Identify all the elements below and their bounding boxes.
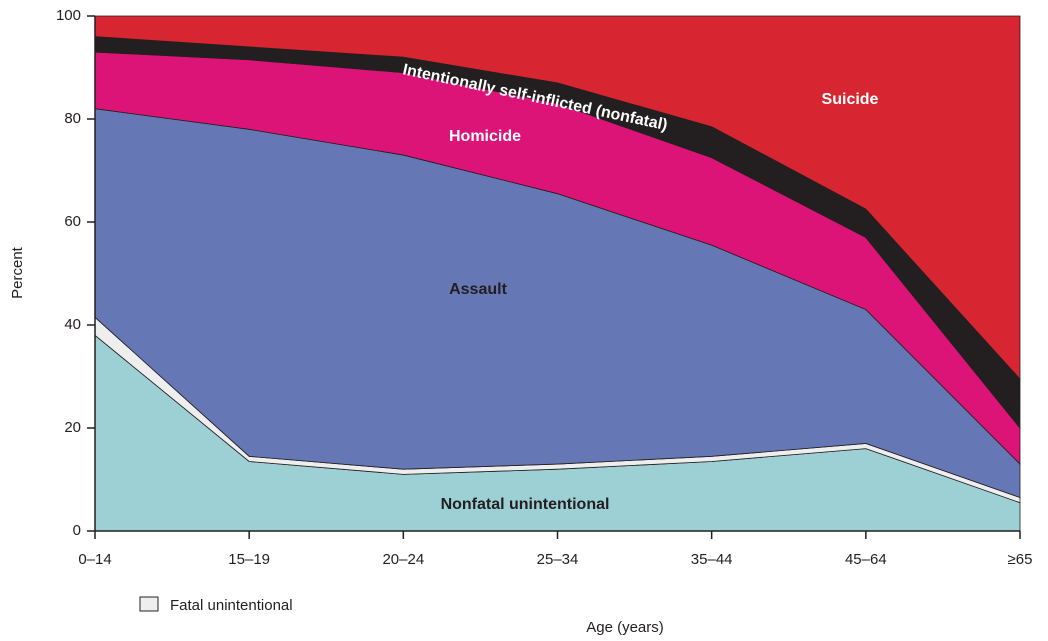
x-tick-label: 0–14 bbox=[78, 551, 111, 568]
x-tick-label: 35–44 bbox=[691, 551, 733, 568]
x-tick-label: 15–19 bbox=[228, 551, 270, 568]
y-tick-label: 80 bbox=[64, 110, 81, 127]
y-axis-label: Percent bbox=[9, 246, 26, 299]
x-tick-label: ≥65 bbox=[1008, 551, 1033, 568]
x-tick-label: 25–34 bbox=[537, 551, 579, 568]
y-tick-label: 20 bbox=[64, 419, 81, 436]
area-label: Assault bbox=[449, 281, 507, 298]
area-label: Homicide bbox=[449, 128, 521, 145]
legend-label: Fatal unintentional bbox=[170, 597, 293, 614]
y-tick-label: 0 bbox=[73, 522, 81, 539]
y-tick-label: 100 bbox=[56, 7, 81, 24]
y-tick-label: 40 bbox=[64, 316, 81, 333]
area-label: Nonfatal unintentional bbox=[441, 496, 610, 513]
area bbox=[94, 15, 1021, 381]
y-tick-label: 60 bbox=[64, 213, 81, 230]
x-tick-label: 20–24 bbox=[382, 551, 424, 568]
area-label: Suicide bbox=[822, 91, 879, 108]
x-axis-label: Age (years) bbox=[586, 619, 664, 636]
x-tick-label: 45–64 bbox=[845, 551, 887, 568]
legend-swatch bbox=[139, 596, 159, 612]
